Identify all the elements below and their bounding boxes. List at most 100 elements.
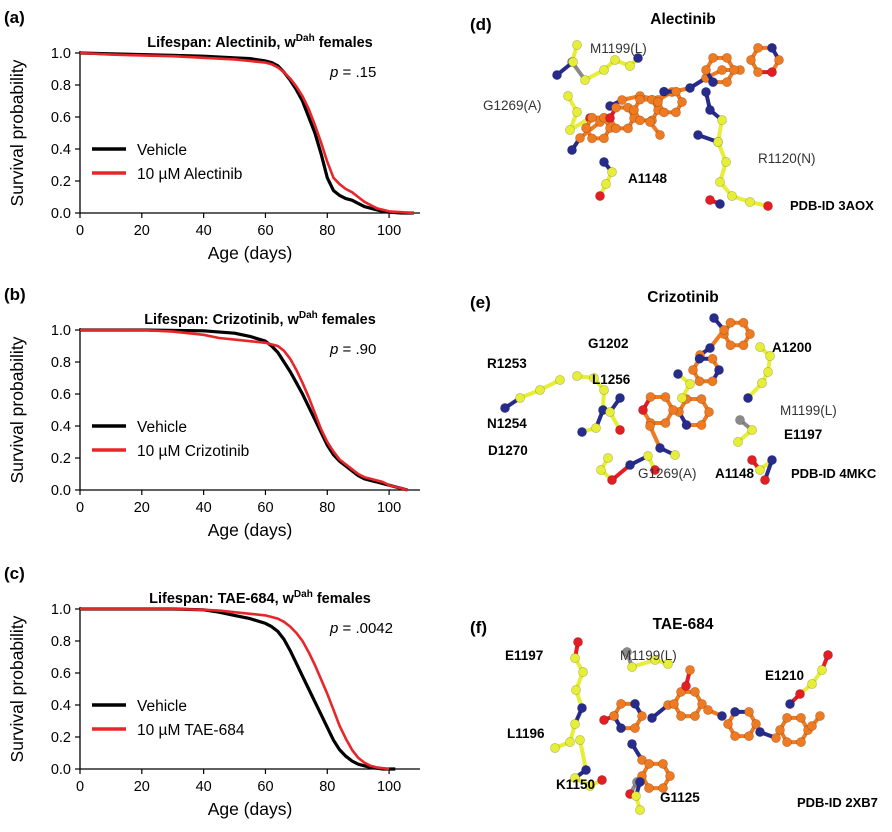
residue-label: G1269(A)	[483, 98, 542, 113]
series-line-treatment	[79, 51, 414, 215]
atom	[611, 123, 621, 134]
panel-label: (f)	[470, 618, 487, 637]
legend-label: Vehicle	[137, 419, 187, 436]
atom	[597, 775, 607, 785]
atom	[685, 379, 695, 389]
atom	[577, 427, 587, 437]
structure-title: TAE-684	[653, 616, 714, 633]
atom	[670, 450, 680, 460]
atom	[655, 443, 665, 453]
y-tick-label: 0.6	[51, 110, 71, 126]
atom	[745, 197, 755, 207]
x-tick-label: 100	[377, 779, 401, 795]
atom	[715, 177, 725, 187]
atom	[578, 667, 588, 677]
atom	[817, 665, 827, 675]
atom	[753, 67, 763, 78]
x-axis-label: Age (days)	[208, 520, 293, 540]
atom	[627, 739, 637, 749]
atom	[643, 451, 653, 461]
residue-label: L1196	[507, 726, 545, 741]
p-value-annotation: p = .15	[329, 64, 376, 81]
atom	[725, 317, 736, 328]
atom	[609, 711, 619, 721]
x-tick-label: 80	[319, 500, 335, 516]
y-axis-label: Survival probability	[7, 615, 27, 762]
series-line-vehicle	[80, 328, 409, 492]
atom	[635, 94, 645, 105]
atom	[796, 737, 806, 748]
atom	[585, 781, 595, 791]
atom	[622, 647, 632, 657]
atom	[647, 713, 657, 723]
atom	[694, 376, 705, 387]
y-tick-label: 0.6	[51, 666, 71, 682]
atom	[653, 97, 663, 107]
residue-label: L1256	[592, 372, 631, 387]
x-tick-label: 60	[257, 779, 273, 795]
atom	[697, 699, 707, 709]
atom	[665, 771, 675, 781]
atom	[681, 420, 692, 430]
series-line-treatment	[80, 328, 408, 492]
atom	[717, 65, 727, 75]
atom	[633, 53, 643, 63]
y-tick-label: 0.6	[51, 387, 71, 403]
atom	[563, 91, 573, 101]
atom	[763, 367, 773, 377]
residue-label: N1254	[487, 416, 527, 431]
atom	[580, 75, 590, 85]
atom	[616, 723, 626, 734]
atom	[807, 721, 817, 731]
atom	[565, 737, 575, 747]
residue-label: G1269(A)	[638, 466, 697, 481]
atom	[771, 733, 781, 743]
atom	[555, 375, 565, 385]
atom	[500, 403, 510, 413]
atom	[722, 52, 732, 63]
atom	[572, 371, 582, 381]
legend-label: Vehicle	[137, 698, 187, 715]
atom	[599, 65, 609, 75]
atom	[607, 475, 617, 485]
atom	[552, 70, 562, 80]
atom	[596, 465, 606, 475]
atom	[568, 57, 578, 67]
atom	[713, 137, 723, 147]
atom	[701, 87, 711, 97]
atom	[571, 685, 581, 695]
atom	[696, 394, 707, 404]
atom	[757, 378, 767, 388]
atom	[589, 373, 599, 383]
atom	[671, 107, 681, 118]
x-tick-label: 80	[319, 779, 335, 795]
atom	[635, 115, 645, 126]
atom	[601, 179, 611, 189]
x-tick-label: 0	[76, 223, 84, 239]
atom	[644, 783, 654, 794]
atom	[782, 712, 792, 723]
atom	[587, 133, 597, 144]
atom	[599, 157, 609, 167]
x-tick-label: 100	[377, 223, 401, 239]
x-axis-label: Age (days)	[208, 243, 293, 263]
atom	[645, 421, 655, 431]
atom	[743, 393, 753, 403]
residue-label: A1148	[628, 171, 668, 186]
atom	[625, 61, 635, 71]
atom	[738, 340, 749, 351]
atom	[775, 725, 785, 735]
atom	[605, 113, 615, 123]
atom	[645, 392, 656, 402]
atom	[603, 453, 613, 463]
chart-title: Lifespan: TAE-684, wDah females	[149, 589, 371, 607]
atom	[677, 97, 687, 107]
atom	[572, 107, 582, 117]
y-tick-label: 0.8	[51, 355, 71, 371]
atom	[703, 705, 713, 715]
atom	[705, 343, 715, 353]
atom	[704, 407, 714, 417]
survival-chart-c: (c) Lifespan: TAE-684, wDah females 0.0 0.2…	[4, 564, 420, 819]
atom	[645, 117, 655, 127]
atom	[807, 679, 817, 689]
